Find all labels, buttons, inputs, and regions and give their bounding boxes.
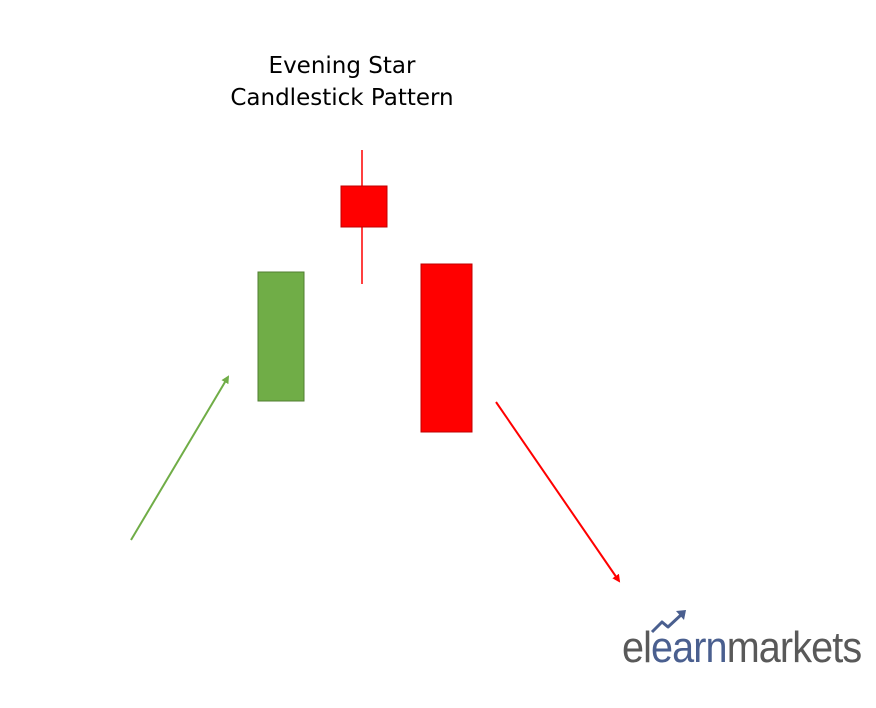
uptrend-arrow — [130, 375, 230, 541]
star-candle — [340, 185, 388, 228]
bearish-candle — [420, 263, 473, 433]
title-line-1: Evening Star — [268, 53, 416, 79]
downtrend-arrow — [495, 401, 621, 583]
elearnmarkets-logo: elearnmarkets — [622, 618, 862, 678]
logo-part-earn: earn — [651, 623, 728, 672]
bullish-candle — [257, 271, 305, 402]
trend-up-arrow-icon — [650, 610, 686, 634]
logo-part-el: el — [622, 623, 652, 672]
logo-part-markets: markets — [726, 623, 862, 672]
title-line-2: Candlestick Pattern — [230, 85, 454, 111]
diagram-title: Evening Star Candlestick Pattern — [0, 50, 684, 114]
